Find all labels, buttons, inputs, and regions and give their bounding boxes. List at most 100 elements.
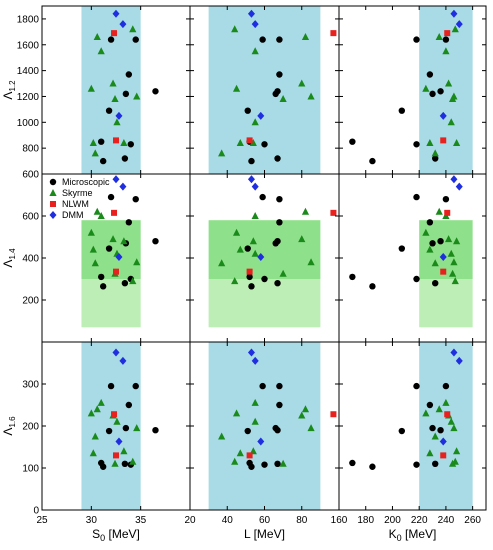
point-nlwm-21 <box>246 137 253 144</box>
point-dmm-23 <box>247 9 255 18</box>
point-microscopic-9 <box>132 196 139 203</box>
point-microscopic-3 <box>259 36 266 43</box>
point-microscopic-2 <box>398 107 406 114</box>
point-skyrme-14 <box>97 47 105 55</box>
point-skyrme-16 <box>113 417 121 425</box>
point-microscopic-1 <box>99 463 107 470</box>
panel-1-1 <box>208 175 337 328</box>
point-dmm-25 <box>439 252 447 261</box>
point-skyrme-18 <box>129 277 137 285</box>
point-microscopic-3 <box>259 193 266 201</box>
point-skyrme-20 <box>279 95 287 103</box>
y-axis-label: Λ1.4 <box>1 248 17 268</box>
y-tick-label: 1200 <box>17 92 40 103</box>
point-nlwm-21 <box>440 268 447 275</box>
x-tick-label: 40 <box>222 515 234 526</box>
point-skyrme-13 <box>93 207 101 215</box>
point-skyrme-17 <box>133 424 141 432</box>
point-microscopic-3 <box>259 382 266 390</box>
point-skyrme-12 <box>218 432 226 440</box>
point-microscopic-9 <box>442 36 450 43</box>
x-tick-label: 260 <box>464 515 481 526</box>
point-microscopic-0 <box>349 459 356 467</box>
point-skyrme-20 <box>279 459 287 467</box>
point-microscopic-9 <box>276 382 283 390</box>
point-skyrme-18 <box>129 457 137 465</box>
point-skyrme-12 <box>218 259 226 267</box>
point-microscopic-8 <box>152 427 159 434</box>
point-nlwm-22 <box>330 411 337 418</box>
point-skyrme-17 <box>307 424 315 432</box>
point-microscopic-3 <box>107 36 115 43</box>
point-skyrme-18 <box>231 277 239 285</box>
point-microscopic-8 <box>274 88 281 95</box>
point-microscopic-2 <box>105 107 113 114</box>
legend-marker-skyrme <box>49 189 57 196</box>
point-skyrme-11 <box>89 138 97 146</box>
point-skyrme-14 <box>251 212 259 219</box>
point-skyrme-10 <box>232 409 241 417</box>
point-skyrme-20 <box>448 269 457 277</box>
point-microscopic-9 <box>276 36 283 43</box>
point-microscopic-7 <box>121 155 129 162</box>
point-dmm-23 <box>247 348 255 357</box>
point-microscopic-4 <box>261 461 268 468</box>
point-nlwm-22 <box>330 209 337 216</box>
point-microscopic-5 <box>426 401 434 409</box>
point-dmm-25 <box>439 437 447 446</box>
point-skyrme-13 <box>301 33 310 41</box>
point-skyrme-15 <box>109 79 117 87</box>
y-tick-label: 400 <box>22 254 39 265</box>
point-microscopic-8 <box>152 88 159 95</box>
point-skyrme-13 <box>301 207 310 215</box>
point-microscopic-9 <box>132 36 139 43</box>
point-skyrme-11 <box>89 245 97 253</box>
x-tick-label: 80 <box>296 515 308 526</box>
point-microscopic-2 <box>105 427 113 435</box>
point-skyrme-15 <box>444 79 453 87</box>
point-microscopic-1 <box>369 283 376 290</box>
legend-label-skyrme: Skyrme <box>62 188 93 198</box>
y-tick-label: 600 <box>22 170 39 181</box>
point-skyrme-11 <box>426 138 434 146</box>
point-microscopic-2 <box>105 245 113 252</box>
point-skyrme-20 <box>448 95 457 103</box>
point-skyrme-10 <box>422 409 430 417</box>
point-microscopic-0 <box>246 273 253 281</box>
point-microscopic-5 <box>276 71 283 78</box>
point-microscopic-9 <box>442 382 450 390</box>
point-microscopic-6 <box>429 424 436 432</box>
point-microscopic-6 <box>122 424 130 432</box>
point-microscopic-1 <box>99 283 107 290</box>
point-dmm-23 <box>112 175 120 184</box>
y-tick-label: 300 <box>22 380 39 391</box>
point-skyrme-15 <box>298 411 306 419</box>
panel-1-0 <box>81 175 159 328</box>
point-skyrme-17 <box>450 258 458 266</box>
point-nlwm-21 <box>113 268 119 275</box>
band-blue <box>208 342 321 510</box>
point-skyrme-16 <box>447 118 455 126</box>
panel-2-0 <box>81 342 159 510</box>
point-microscopic-7 <box>432 280 439 287</box>
legend-marker-nlwm <box>50 201 56 207</box>
point-skyrme-16 <box>447 417 455 425</box>
point-microscopic-7 <box>432 155 439 162</box>
point-skyrme-12 <box>91 432 99 440</box>
point-skyrme-15 <box>298 235 306 243</box>
band-blue <box>208 6 321 174</box>
point-skyrme-20 <box>279 269 287 277</box>
point-microscopic-3 <box>107 193 115 201</box>
y-tick-label: 800 <box>22 144 39 155</box>
point-microscopic-5 <box>125 71 133 78</box>
point-microscopic-0 <box>349 273 356 281</box>
point-microscopic-4 <box>261 141 268 148</box>
point-skyrme-11 <box>236 449 244 457</box>
point-nlwm-21 <box>440 137 447 144</box>
point-skyrme-10 <box>87 409 95 417</box>
point-nlwm-22 <box>444 411 451 418</box>
point-nlwm-21 <box>113 137 119 144</box>
point-microscopic-5 <box>125 401 133 409</box>
point-microscopic-5 <box>276 219 283 226</box>
